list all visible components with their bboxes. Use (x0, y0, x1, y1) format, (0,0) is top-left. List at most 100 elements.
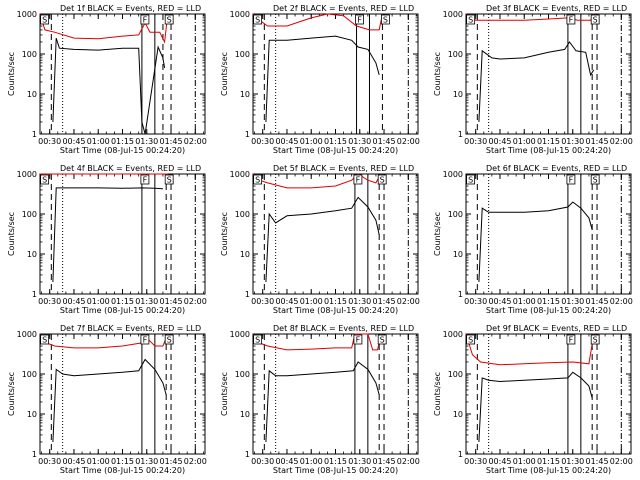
events-series-line (265, 361, 380, 443)
x-tick-label: 01:30 (348, 457, 371, 466)
y-axis-label: Counts/sec (220, 372, 229, 416)
x-tick-label: 01:15 (537, 457, 560, 466)
events-series-line (265, 196, 380, 283)
x-tick-label: 02:00 (397, 137, 420, 146)
y-tick-label: 100 (235, 50, 250, 59)
detector-panel-6: Det 6f BLACK = Events, RED = LLD 1 10 100 10… (433, 164, 633, 315)
y-tick-label: 1000 (17, 330, 37, 339)
marker-label: F (357, 16, 362, 25)
plot-frame (39, 333, 206, 455)
marker-box (590, 334, 600, 345)
panel-title: Det 9f BLACK = Events, RED = LLD (486, 324, 627, 333)
marker-box (253, 14, 263, 25)
plot-frame (465, 13, 632, 135)
x-tick-label: 00:30 (251, 297, 274, 306)
x-tick-label: 01:30 (561, 457, 584, 466)
events-series-line (478, 371, 593, 443)
x-tick-label: 02:00 (610, 297, 633, 306)
detector-panel-5: Det 5f BLACK = Events, RED = LLD 1 10 100 10… (220, 164, 420, 315)
marker-box (140, 14, 150, 25)
x-axis-label: Start Time (08-Jul-15 00:24:20) (273, 306, 398, 315)
y-tick-label: 1000 (17, 170, 37, 179)
x-tick-label: 01:00 (87, 457, 110, 466)
y-tick-label: 100 (448, 370, 463, 379)
y-tick-label: 10 (240, 90, 250, 99)
marker-label: S (593, 176, 598, 185)
x-tick-label: 02:00 (397, 297, 420, 306)
marker-label: S (167, 176, 172, 185)
x-tick-label: 01:30 (561, 297, 584, 306)
marker-box (253, 174, 263, 185)
y-axis-label: Counts/sec (7, 212, 16, 256)
y-tick-label: 1000 (230, 170, 250, 179)
y-tick-label: 100 (448, 50, 463, 59)
marker-label: S (383, 16, 388, 25)
x-tick-label: 01:30 (135, 457, 158, 466)
panel-title: Det 8f BLACK = Events, RED = LLD (273, 324, 414, 333)
x-tick-label: 01:15 (324, 297, 347, 306)
marker-label: F (569, 176, 574, 185)
x-tick-label: 01:15 (537, 297, 560, 306)
y-axis-label: Counts/sec (220, 52, 229, 96)
panel-title: Det 2f BLACK = Events, RED = LLD (273, 4, 414, 13)
marker-label: F (356, 176, 361, 185)
plot-frame (465, 173, 632, 295)
x-tick-label: 00:30 (38, 137, 61, 146)
marker-box (381, 14, 390, 25)
y-tick-label: 1 (245, 130, 250, 139)
marker-box (466, 334, 476, 345)
x-tick-label: 01:00 (300, 297, 323, 306)
marker-label: F (356, 336, 361, 345)
x-tick-label: 00:45 (275, 457, 298, 466)
x-tick-label: 00:30 (464, 457, 487, 466)
events-series-line (52, 358, 167, 443)
plot-frame (39, 13, 206, 135)
x-tick-label: 00:45 (62, 457, 85, 466)
lld-series-line (465, 333, 595, 366)
marker-box (353, 334, 363, 345)
marker-label: F (143, 176, 148, 185)
marker-box (164, 14, 174, 25)
x-tick-label: 00:30 (251, 137, 274, 146)
marker-label: S (42, 176, 47, 185)
x-tick-label: 00:30 (464, 297, 487, 306)
marker-box (566, 334, 576, 345)
x-tick-label: 01:45 (585, 297, 608, 306)
y-tick-label: 1 (32, 450, 37, 459)
x-tick-label: 01:45 (585, 137, 608, 146)
marker-box (40, 14, 50, 25)
x-tick-label: 01:15 (111, 297, 134, 306)
y-tick-label: 10 (27, 410, 37, 419)
y-tick-label: 10 (453, 90, 463, 99)
x-tick-label: 01:45 (159, 137, 182, 146)
x-tick-label: 00:45 (488, 137, 511, 146)
x-tick-label: 02:00 (184, 457, 207, 466)
marker-label: S (593, 336, 598, 345)
y-tick-label: 100 (448, 210, 463, 219)
marker-box (140, 334, 150, 345)
x-axis-label: Start Time (08-Jul-15 00:24:20) (486, 306, 611, 315)
y-tick-label: 1000 (230, 330, 250, 339)
x-tick-label: 01:00 (300, 137, 323, 146)
marker-label: S (255, 176, 260, 185)
x-tick-label: 00:45 (62, 297, 85, 306)
lld-series-line (465, 13, 595, 21)
x-axis-label: Start Time (08-Jul-15 00:24:20) (60, 146, 185, 155)
y-tick-label: 1 (458, 290, 463, 299)
detector-panel-9: Det 9f BLACK = Events, RED = LLD 1 10 100 10… (433, 324, 633, 475)
marker-box (566, 174, 576, 185)
y-tick-label: 10 (240, 410, 250, 419)
y-tick-label: 10 (27, 90, 37, 99)
events-series-line (478, 201, 593, 283)
marker-label: F (143, 336, 148, 345)
y-tick-label: 1 (458, 130, 463, 139)
y-tick-label: 1000 (443, 10, 463, 19)
x-tick-label: 00:30 (251, 457, 274, 466)
x-axis-label: Start Time (08-Jul-15 00:24:20) (486, 146, 611, 155)
y-tick-label: 1 (245, 290, 250, 299)
marker-label: S (468, 336, 473, 345)
marker-label: F (569, 336, 574, 345)
detector-panel-1: Det 1f BLACK = Events, RED = LLD 1 10 100 10… (7, 4, 207, 155)
marker-label: S (380, 336, 385, 345)
